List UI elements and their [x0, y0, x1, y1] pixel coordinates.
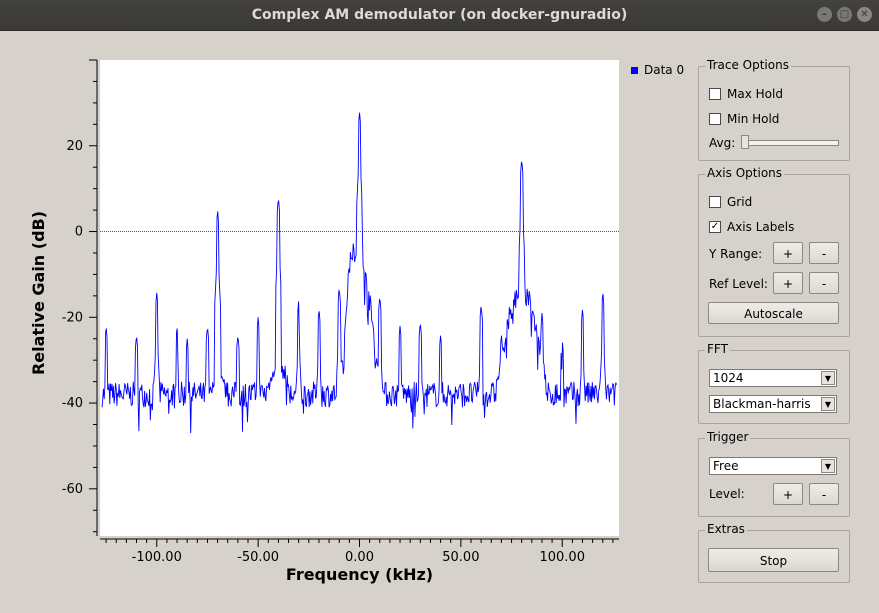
- dropdown-arrow-icon[interactable]: ▼: [821, 371, 835, 385]
- group-title: FFT: [705, 342, 730, 356]
- axis-labels-checkbox[interactable]: ✓ Axis Labels: [709, 220, 794, 234]
- fft-group: FFT 1024 ▼ Blackman-harris ▼: [698, 342, 850, 424]
- close-icon[interactable]: ✕: [857, 7, 872, 22]
- window-titlebar[interactable]: Complex AM demodulator (on docker-gnurad…: [0, 0, 879, 31]
- extras-group: Extras Stop: [698, 522, 850, 583]
- y-tick-label: -60: [62, 482, 83, 497]
- x-tick-label: 0.00: [345, 550, 374, 565]
- stop-button[interactable]: Stop: [708, 548, 839, 572]
- minimize-icon[interactable]: –: [817, 7, 832, 22]
- checkbox-box[interactable]: [709, 113, 721, 125]
- checkbox-label: Axis Labels: [727, 220, 795, 234]
- group-title: Extras: [705, 522, 747, 536]
- select-value: 1024: [713, 371, 744, 385]
- y-range-minus-button[interactable]: -: [809, 242, 839, 264]
- y-tick-label: 0: [75, 225, 83, 240]
- min-hold-checkbox[interactable]: Min Hold: [709, 112, 779, 126]
- x-tick-label: 100.00: [539, 550, 585, 565]
- checkbox-label: Max Hold: [727, 87, 783, 101]
- autoscale-button[interactable]: Autoscale: [708, 302, 839, 324]
- x-tick-label: 50.00: [442, 550, 479, 565]
- trigger-level-minus-button[interactable]: -: [809, 483, 839, 505]
- y-tick-label: -20: [62, 310, 83, 325]
- y-tick-label: -40: [62, 396, 83, 411]
- trigger-level-plus-button[interactable]: +: [773, 483, 803, 505]
- ref-level-minus-button[interactable]: -: [809, 272, 839, 294]
- dropdown-arrow-icon[interactable]: ▼: [821, 459, 835, 473]
- trigger-group: Trigger Free ▼ Level: + -: [698, 430, 850, 517]
- fft-size-select[interactable]: 1024 ▼: [709, 369, 837, 387]
- select-value: Free: [713, 459, 739, 473]
- checkbox-label: Grid: [727, 195, 753, 209]
- group-title: Trace Options: [705, 58, 791, 72]
- trace-options-group: Trace Options Max Hold Min Hold Avg:: [698, 58, 850, 161]
- legend-swatch: [631, 66, 638, 74]
- max-hold-checkbox[interactable]: Max Hold: [709, 87, 783, 101]
- checkbox-box-checked[interactable]: ✓: [709, 221, 721, 233]
- ref-level-label: Ref Level:: [709, 277, 768, 291]
- dropdown-arrow-icon[interactable]: ▼: [821, 397, 835, 411]
- slider-handle[interactable]: [741, 135, 749, 149]
- legend: Data 0: [631, 63, 684, 77]
- y-range-plus-button[interactable]: +: [773, 242, 803, 264]
- checkbox-box[interactable]: [709, 196, 721, 208]
- x-tick-label: -100.00: [132, 550, 182, 565]
- checkbox-label: Min Hold: [727, 112, 780, 126]
- legend-label: Data 0: [644, 63, 685, 77]
- fft-window-select[interactable]: Blackman-harris ▼: [709, 395, 837, 413]
- x-axis-title: Frequency (kHz): [286, 565, 433, 584]
- avg-slider[interactable]: [741, 135, 839, 149]
- y-axis-title: Relative Gain (dB): [29, 211, 48, 375]
- group-title: Axis Options: [705, 166, 785, 180]
- plot-canvas[interactable]: [100, 60, 619, 536]
- y-tick-label: 20: [66, 139, 83, 154]
- select-value: Blackman-harris: [713, 397, 811, 411]
- y-range-label: Y Range:: [709, 247, 763, 261]
- trigger-level-label: Level:: [709, 487, 745, 501]
- x-tick-label: -50.00: [237, 550, 279, 565]
- ref-level-plus-button[interactable]: +: [773, 272, 803, 294]
- slider-track[interactable]: [741, 140, 839, 146]
- avg-label: Avg:: [709, 136, 736, 150]
- trigger-mode-select[interactable]: Free ▼: [709, 457, 837, 475]
- window-title: Complex AM demodulator (on docker-gnurad…: [251, 7, 628, 23]
- grid-checkbox[interactable]: Grid: [709, 195, 752, 209]
- checkbox-box[interactable]: [709, 88, 721, 100]
- axis-options-group: Axis Options Grid ✓ Axis Labels Y Range:…: [698, 166, 850, 337]
- group-title: Trigger: [705, 430, 751, 444]
- maximize-icon[interactable]: □: [837, 7, 852, 22]
